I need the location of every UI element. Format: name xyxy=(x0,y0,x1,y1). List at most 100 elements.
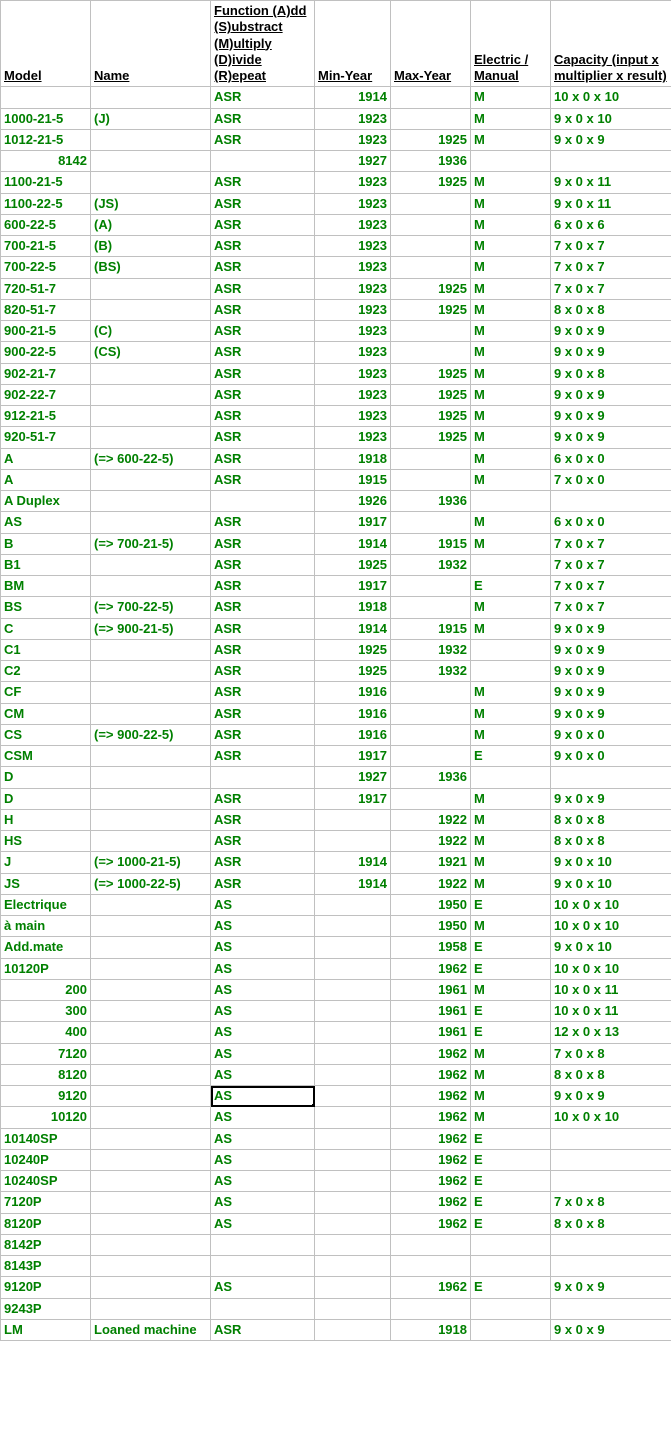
cell-name[interactable]: (A) xyxy=(91,214,211,235)
cell-func[interactable]: ASR xyxy=(211,363,315,384)
cell-maxy[interactable] xyxy=(391,448,471,469)
cell-em[interactable]: M xyxy=(471,533,551,554)
cell-em[interactable] xyxy=(471,1234,551,1255)
cell-maxy[interactable]: 1962 xyxy=(391,1086,471,1107)
cell-name[interactable] xyxy=(91,491,211,512)
cell-name[interactable] xyxy=(91,299,211,320)
cell-model[interactable]: 8142P xyxy=(1,1234,91,1255)
cell-miny[interactable] xyxy=(315,958,391,979)
cell-em[interactable]: E xyxy=(471,576,551,597)
cell-miny[interactable]: 1918 xyxy=(315,448,391,469)
cell-name[interactable] xyxy=(91,746,211,767)
cell-em[interactable]: M xyxy=(471,1064,551,1085)
cell-model[interactable]: A xyxy=(1,469,91,490)
cell-func[interactable]: AS xyxy=(211,1213,315,1234)
cell-cap[interactable]: 9 x 0 x 10 xyxy=(551,108,671,129)
cell-func[interactable]: ASR xyxy=(211,384,315,405)
cell-name[interactable]: (JS) xyxy=(91,193,211,214)
cell-em[interactable] xyxy=(471,151,551,172)
cell-cap[interactable]: 9 x 0 x 11 xyxy=(551,193,671,214)
cell-em[interactable]: M xyxy=(471,873,551,894)
cell-miny[interactable] xyxy=(315,979,391,1000)
cell-miny[interactable] xyxy=(315,1086,391,1107)
cell-name[interactable] xyxy=(91,1086,211,1107)
cell-func[interactable]: ASR xyxy=(211,873,315,894)
cell-name[interactable] xyxy=(91,916,211,937)
cell-model[interactable] xyxy=(1,87,91,108)
cell-model[interactable]: 200 xyxy=(1,979,91,1000)
cell-cap[interactable] xyxy=(551,1256,671,1277)
cell-model[interactable]: D xyxy=(1,767,91,788)
cell-model[interactable]: CS xyxy=(1,724,91,745)
cell-model[interactable]: 1000-21-5 xyxy=(1,108,91,129)
cell-name[interactable] xyxy=(91,427,211,448)
cell-maxy[interactable]: 1958 xyxy=(391,937,471,958)
cell-func[interactable]: AS xyxy=(211,1022,315,1043)
cell-miny[interactable]: 1923 xyxy=(315,427,391,448)
cell-func[interactable]: ASR xyxy=(211,639,315,660)
cell-func[interactable]: AS xyxy=(211,894,315,915)
cell-name[interactable]: (=> 900-22-5) xyxy=(91,724,211,745)
cell-model[interactable]: A Duplex xyxy=(1,491,91,512)
cell-func[interactable]: ASR xyxy=(211,533,315,554)
cell-name[interactable] xyxy=(91,1107,211,1128)
cell-model[interactable]: D xyxy=(1,788,91,809)
cell-model[interactable]: 920-51-7 xyxy=(1,427,91,448)
cell-name[interactable] xyxy=(91,1213,211,1234)
cell-maxy[interactable] xyxy=(391,1234,471,1255)
cell-em[interactable]: M xyxy=(471,448,551,469)
cell-name[interactable] xyxy=(91,1298,211,1319)
cell-em[interactable]: M xyxy=(471,788,551,809)
cell-maxy[interactable]: 1962 xyxy=(391,958,471,979)
cell-func[interactable]: ASR xyxy=(211,597,315,618)
cell-func[interactable]: AS xyxy=(211,1043,315,1064)
cell-miny[interactable] xyxy=(315,1213,391,1234)
cell-maxy[interactable]: 1925 xyxy=(391,129,471,150)
cell-maxy[interactable]: 1961 xyxy=(391,1022,471,1043)
cell-model[interactable]: A xyxy=(1,448,91,469)
cell-em[interactable]: M xyxy=(471,193,551,214)
cell-name[interactable] xyxy=(91,1171,211,1192)
cell-miny[interactable] xyxy=(315,937,391,958)
cell-em[interactable]: E xyxy=(471,1022,551,1043)
cell-em[interactable]: M xyxy=(471,321,551,342)
cell-miny[interactable]: 1925 xyxy=(315,661,391,682)
cell-model[interactable]: B1 xyxy=(1,554,91,575)
cell-miny[interactable] xyxy=(315,1192,391,1213)
cell-miny[interactable]: 1916 xyxy=(315,703,391,724)
cell-cap[interactable]: 9 x 0 x 9 xyxy=(551,342,671,363)
cell-em[interactable]: E xyxy=(471,894,551,915)
cell-maxy[interactable]: 1921 xyxy=(391,852,471,873)
cell-maxy[interactable]: 1932 xyxy=(391,661,471,682)
cell-cap[interactable]: 7 x 0 x 7 xyxy=(551,597,671,618)
cell-model[interactable]: 10240P xyxy=(1,1149,91,1170)
cell-miny[interactable]: 1923 xyxy=(315,236,391,257)
cell-cap[interactable]: 7 x 0 x 7 xyxy=(551,554,671,575)
cell-miny[interactable]: 1927 xyxy=(315,767,391,788)
cell-maxy[interactable] xyxy=(391,257,471,278)
cell-model[interactable]: C xyxy=(1,618,91,639)
cell-em[interactable]: M xyxy=(471,342,551,363)
cell-maxy[interactable]: 1925 xyxy=(391,406,471,427)
cell-cap[interactable]: 10 x 0 x 11 xyxy=(551,1001,671,1022)
cell-miny[interactable]: 1914 xyxy=(315,533,391,554)
cell-model[interactable]: 400 xyxy=(1,1022,91,1043)
cell-model[interactable]: LM xyxy=(1,1319,91,1340)
cell-maxy[interactable] xyxy=(391,87,471,108)
cell-func[interactable] xyxy=(211,1234,315,1255)
cell-func[interactable]: ASR xyxy=(211,512,315,533)
cell-em[interactable]: M xyxy=(471,172,551,193)
cell-cap[interactable]: 9 x 0 x 9 xyxy=(551,618,671,639)
cell-name[interactable] xyxy=(91,1064,211,1085)
cell-maxy[interactable]: 1962 xyxy=(391,1213,471,1234)
cell-name[interactable] xyxy=(91,661,211,682)
cell-name[interactable]: (J) xyxy=(91,108,211,129)
cell-maxy[interactable]: 1922 xyxy=(391,873,471,894)
cell-em[interactable]: M xyxy=(471,916,551,937)
spreadsheet-table[interactable]: Model Name Function (A)dd (S)ubstract (M… xyxy=(0,0,671,1341)
cell-cap[interactable]: 10 x 0 x 10 xyxy=(551,958,671,979)
cell-em[interactable]: M xyxy=(471,682,551,703)
cell-func[interactable]: ASR xyxy=(211,193,315,214)
cell-func[interactable]: ASR xyxy=(211,427,315,448)
cell-em[interactable]: E xyxy=(471,1149,551,1170)
